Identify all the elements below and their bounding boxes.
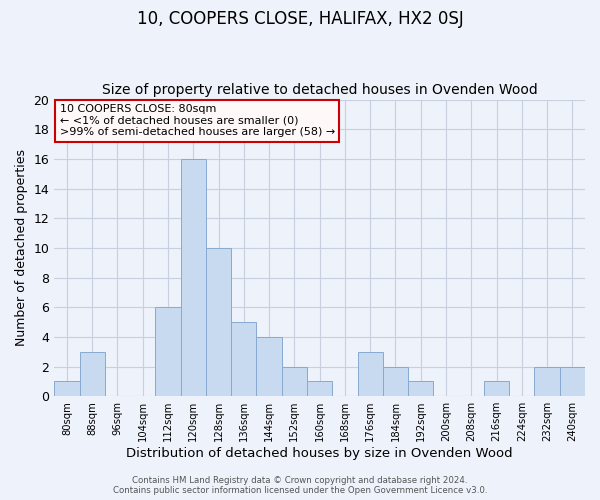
Text: Contains HM Land Registry data © Crown copyright and database right 2024.
Contai: Contains HM Land Registry data © Crown c…: [113, 476, 487, 495]
Title: Size of property relative to detached houses in Ovenden Wood: Size of property relative to detached ho…: [102, 83, 538, 97]
X-axis label: Distribution of detached houses by size in Ovenden Wood: Distribution of detached houses by size …: [127, 447, 513, 460]
Bar: [383, 366, 408, 396]
Bar: [282, 366, 307, 396]
Bar: [408, 382, 433, 396]
Text: 10 COOPERS CLOSE: 80sqm
← <1% of detached houses are smaller (0)
>99% of semi-de: 10 COOPERS CLOSE: 80sqm ← <1% of detache…: [59, 104, 335, 137]
Bar: [484, 382, 509, 396]
Bar: [54, 382, 80, 396]
Bar: [307, 382, 332, 396]
Bar: [80, 352, 105, 396]
Bar: [358, 352, 383, 396]
Bar: [560, 366, 585, 396]
Bar: [155, 307, 181, 396]
Bar: [181, 159, 206, 396]
Y-axis label: Number of detached properties: Number of detached properties: [15, 150, 28, 346]
Bar: [256, 337, 282, 396]
Bar: [535, 366, 560, 396]
Bar: [231, 322, 256, 396]
Text: 10, COOPERS CLOSE, HALIFAX, HX2 0SJ: 10, COOPERS CLOSE, HALIFAX, HX2 0SJ: [137, 10, 463, 28]
Bar: [206, 248, 231, 396]
